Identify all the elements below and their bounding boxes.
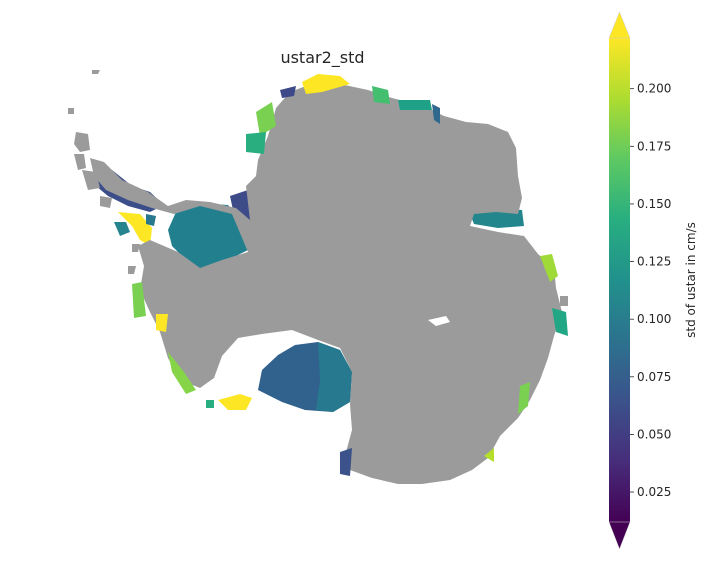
segment-ne-teal	[398, 100, 432, 110]
island	[82, 170, 100, 190]
segment-north-blue	[280, 86, 296, 98]
map-title: ustar2_std	[280, 48, 365, 67]
colorbar-tick-label: 0.025	[637, 485, 671, 499]
segment-west-lime	[132, 282, 146, 318]
segment-south-lime	[484, 448, 494, 462]
segment-north-teal	[246, 132, 266, 154]
island	[128, 266, 136, 274]
segment-sw-yellow	[218, 394, 252, 410]
colorbar-ticks: 0.025 0.050 0.075 0.100 0.125 0.150 0.175 0.200	[630, 82, 671, 499]
segment-west-yellow-1	[156, 314, 168, 332]
antarctica-land	[90, 84, 562, 484]
island	[92, 70, 100, 74]
colorbar-tick-label: 0.050	[637, 427, 671, 441]
islands	[68, 70, 568, 306]
segment-north-yellow	[302, 74, 350, 94]
wilkins-shelf	[114, 222, 130, 236]
segment-ne-dark	[432, 104, 440, 124]
ross-ice-shelf-east	[316, 342, 352, 412]
segment-south-blue	[340, 448, 352, 476]
colorbar-tick-label: 0.125	[637, 255, 671, 269]
colorbar-label: std of ustar in cm/s	[684, 222, 698, 338]
segment-ne-green	[372, 86, 390, 104]
colorbar-extend-min	[608, 521, 631, 550]
colorbar-tick-label: 0.075	[637, 370, 671, 384]
segment-east-teal	[552, 308, 568, 336]
colorbar-gradient	[609, 38, 630, 522]
colorbar-tick-label: 0.200	[637, 82, 671, 96]
segment-east-lime	[540, 254, 558, 282]
colorbar-tick-label: 0.100	[637, 312, 671, 326]
island	[74, 132, 90, 152]
segment-north-green	[256, 102, 276, 136]
interior-gap	[428, 316, 450, 326]
segment-sw-teal	[206, 400, 214, 408]
island	[74, 154, 86, 170]
coastal-segments	[132, 74, 568, 476]
segment-se-lime	[518, 382, 530, 414]
ronne-ice-shelf	[168, 203, 248, 270]
island	[100, 196, 112, 208]
island	[68, 108, 74, 114]
segment-west-green	[168, 352, 196, 394]
island	[560, 296, 568, 306]
segment-peninsula-teal	[146, 214, 156, 226]
larsen-shelf	[118, 212, 152, 246]
colorbar-tick-label: 0.175	[637, 139, 671, 153]
colorbar-extend-max	[608, 11, 631, 39]
island	[132, 244, 140, 252]
colorbar-tick-label: 0.150	[637, 197, 671, 211]
